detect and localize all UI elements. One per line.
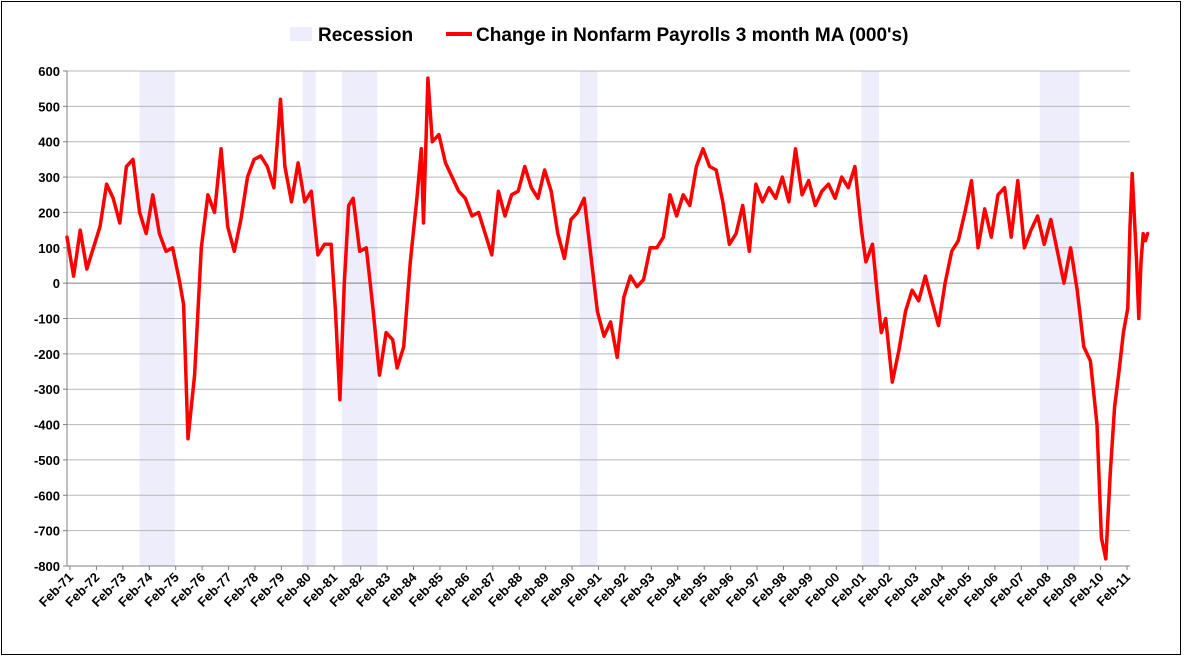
- y-tick-label: 0: [53, 276, 60, 291]
- y-tick-label: -300: [34, 382, 60, 397]
- y-tick-label: -700: [34, 524, 60, 539]
- y-tick-label: 400: [38, 135, 60, 150]
- series-lines: [65, 76, 1150, 561]
- y-tick-label: 500: [38, 99, 60, 114]
- payrolls-series-line: [65, 76, 1150, 561]
- y-tick-label: -600: [34, 488, 60, 503]
- legend-series-label: Change in Nonfarm Payrolls 3 month MA (0…: [476, 25, 908, 46]
- y-tick-label: -200: [34, 347, 60, 362]
- x-tick-labels: Feb-71Feb-72Feb-73Feb-74Feb-75Feb-76Feb-…: [36, 566, 1133, 610]
- y-tick-label: 100: [38, 241, 60, 256]
- y-tick-labels: 600 500 400 300 200 100 0 -100 -200 -300 -400 -500 -…: [34, 64, 60, 574]
- y-tick-label: -100: [34, 312, 60, 327]
- legend-recession-swatch: [290, 27, 312, 41]
- y-tick-label: 300: [38, 170, 60, 185]
- y-tick-label: -500: [34, 453, 60, 468]
- legend: Recession Change in Nonfarm Payrolls 3 m…: [290, 25, 908, 46]
- y-tick-label: 600: [38, 64, 60, 79]
- y-tick-label: 200: [38, 205, 60, 220]
- y-tick-label: -800: [34, 559, 60, 574]
- y-tick-label: -400: [34, 418, 60, 433]
- legend-recession-label: Recession: [318, 25, 413, 46]
